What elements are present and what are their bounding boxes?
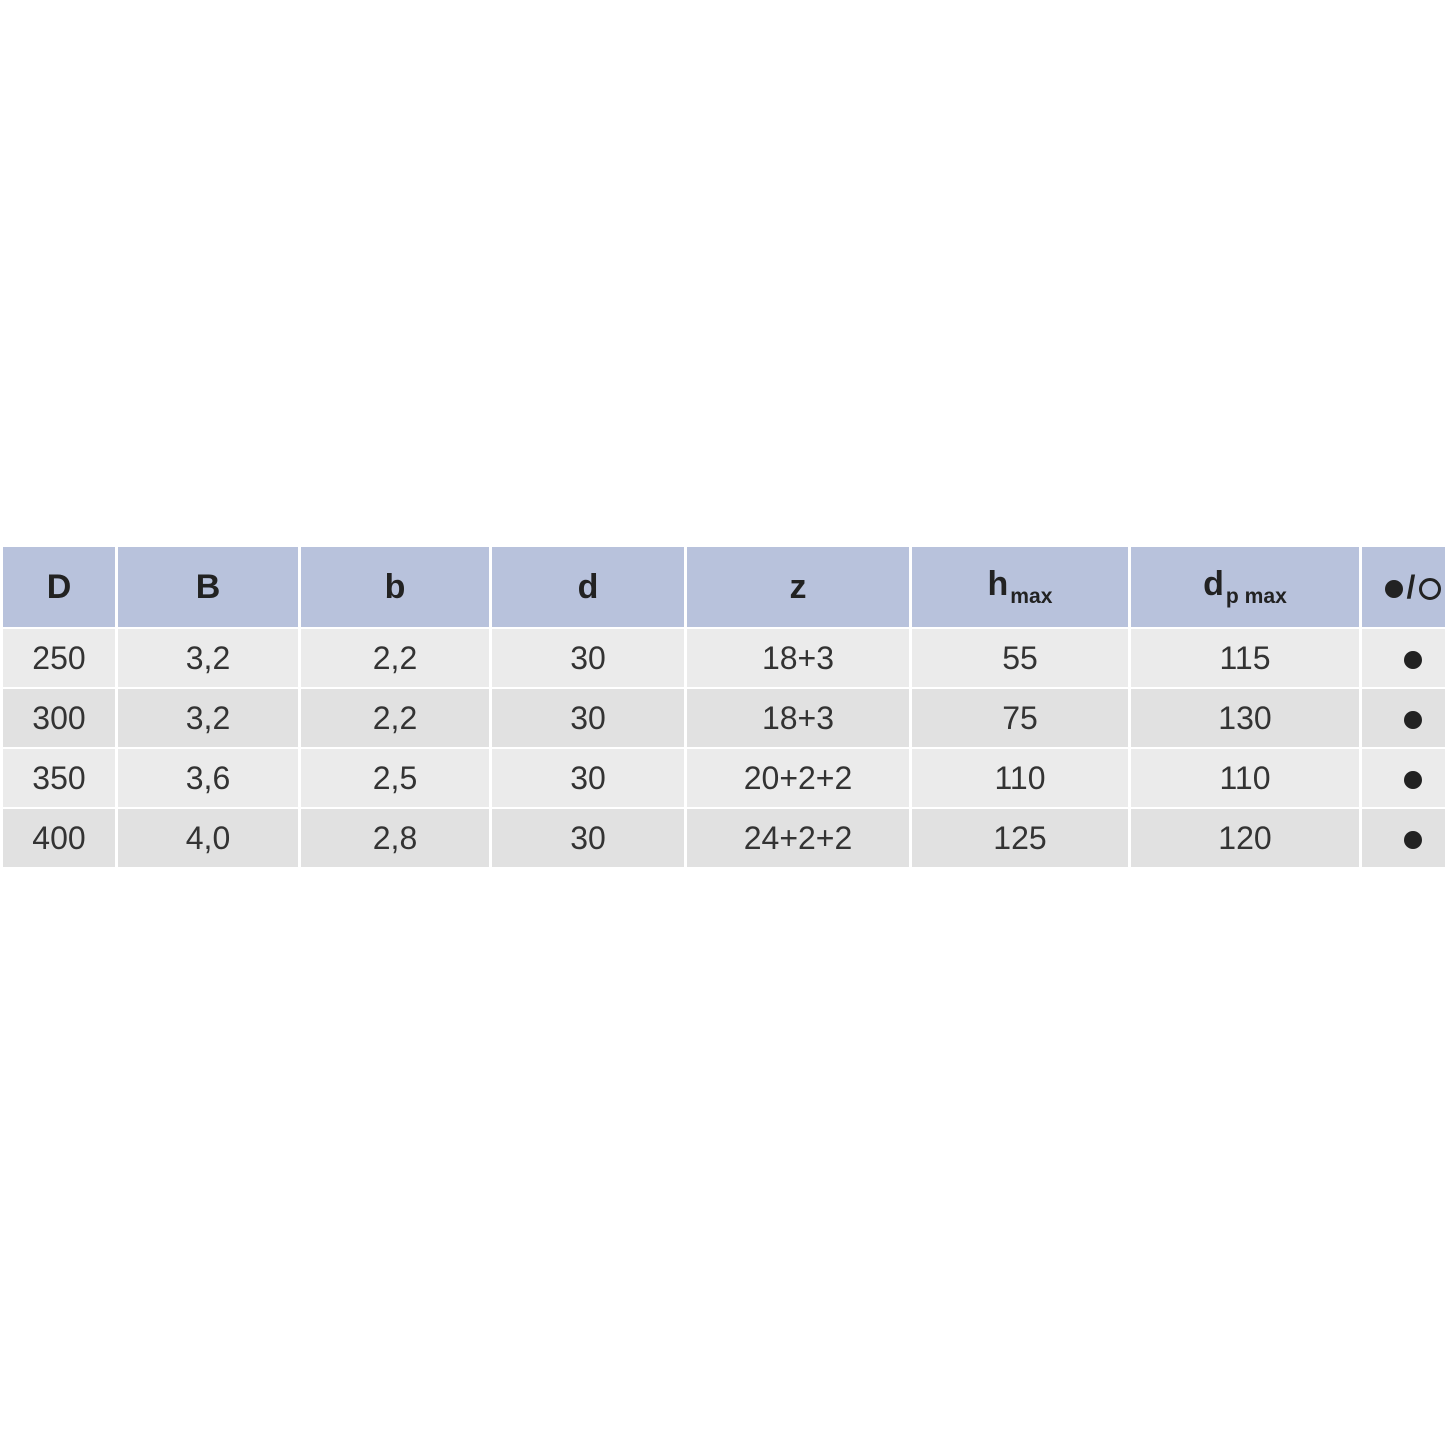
col-header-label: B [196,568,221,606]
cell-dp_max: 130 [1131,689,1359,747]
cell-d_small: 30 [492,809,684,867]
cell-z: 24+2+2 [687,809,909,867]
cell-D: 300 [3,689,115,747]
table-row: 3003,22,23018+375130 [3,689,1445,747]
cell-h_max: 55 [912,629,1128,687]
table-row: 2503,22,23018+355115 [3,629,1445,687]
col-header-h_max: hmax [912,547,1128,627]
spec-table-container: DBbdzhmaxdp max/ 2503,22,23018+355115300… [0,545,1445,869]
cell-z: 18+3 [687,629,909,687]
spec-table-header-row: DBbdzhmaxdp max/ [3,547,1445,627]
spec-table-body: 2503,22,23018+3551153003,22,23018+375130… [3,629,1445,867]
col-header-label: d [578,568,599,606]
cell-dp_max: 110 [1131,749,1359,807]
spec-table-head: DBbdzhmaxdp max/ [3,547,1445,627]
cell-status [1362,629,1445,687]
cell-h_max: 110 [912,749,1128,807]
table-row: 4004,02,83024+2+2125120 [3,809,1445,867]
cell-b_small: 2,2 [301,629,489,687]
open-circle-icon [1419,578,1441,600]
col-header-dp_max: dp max [1131,547,1359,627]
cell-b_small: 2,5 [301,749,489,807]
table-row: 3503,62,53020+2+2110110 [3,749,1445,807]
cell-z: 18+3 [687,689,909,747]
col-header-d_small: d [492,547,684,627]
cell-d_small: 30 [492,749,684,807]
page-canvas: DBbdzhmaxdp max/ 2503,22,23018+355115300… [0,0,1445,1445]
cell-D: 400 [3,809,115,867]
cell-d_small: 30 [492,689,684,747]
col-header-D: D [3,547,115,627]
col-header-label: d [1203,565,1224,603]
cell-z: 20+2+2 [687,749,909,807]
cell-dp_max: 120 [1131,809,1359,867]
col-header-subscript: p max [1224,585,1287,608]
cell-h_max: 125 [912,809,1128,867]
col-header-b_small: b [301,547,489,627]
col-header-label: z [790,568,807,606]
cell-D: 250 [3,629,115,687]
filled-circle-icon [1385,580,1403,598]
cell-B: 3,2 [118,629,298,687]
col-header-label: h [988,565,1009,603]
filled-circle-icon [1404,831,1422,849]
spec-table: DBbdzhmaxdp max/ 2503,22,23018+355115300… [0,545,1445,869]
cell-D: 350 [3,749,115,807]
col-header-z: z [687,547,909,627]
cell-B: 4,0 [118,809,298,867]
cell-dp_max: 115 [1131,629,1359,687]
col-header-label: b [385,568,406,606]
col-header-subscript: max [1008,585,1052,608]
cell-status [1362,809,1445,867]
cell-d_small: 30 [492,629,684,687]
cell-h_max: 75 [912,689,1128,747]
filled-circle-icon [1404,771,1422,789]
cell-b_small: 2,2 [301,689,489,747]
cell-status [1362,689,1445,747]
filled-circle-icon [1404,711,1422,729]
cell-B: 3,2 [118,689,298,747]
filled-circle-icon [1404,651,1422,669]
slash-separator: / [1403,569,1420,605]
cell-b_small: 2,8 [301,809,489,867]
cell-status [1362,749,1445,807]
status-header-symbol: / [1385,569,1442,605]
col-header-status: / [1362,547,1445,627]
cell-B: 3,6 [118,749,298,807]
col-header-B: B [118,547,298,627]
col-header-label: D [47,568,72,606]
